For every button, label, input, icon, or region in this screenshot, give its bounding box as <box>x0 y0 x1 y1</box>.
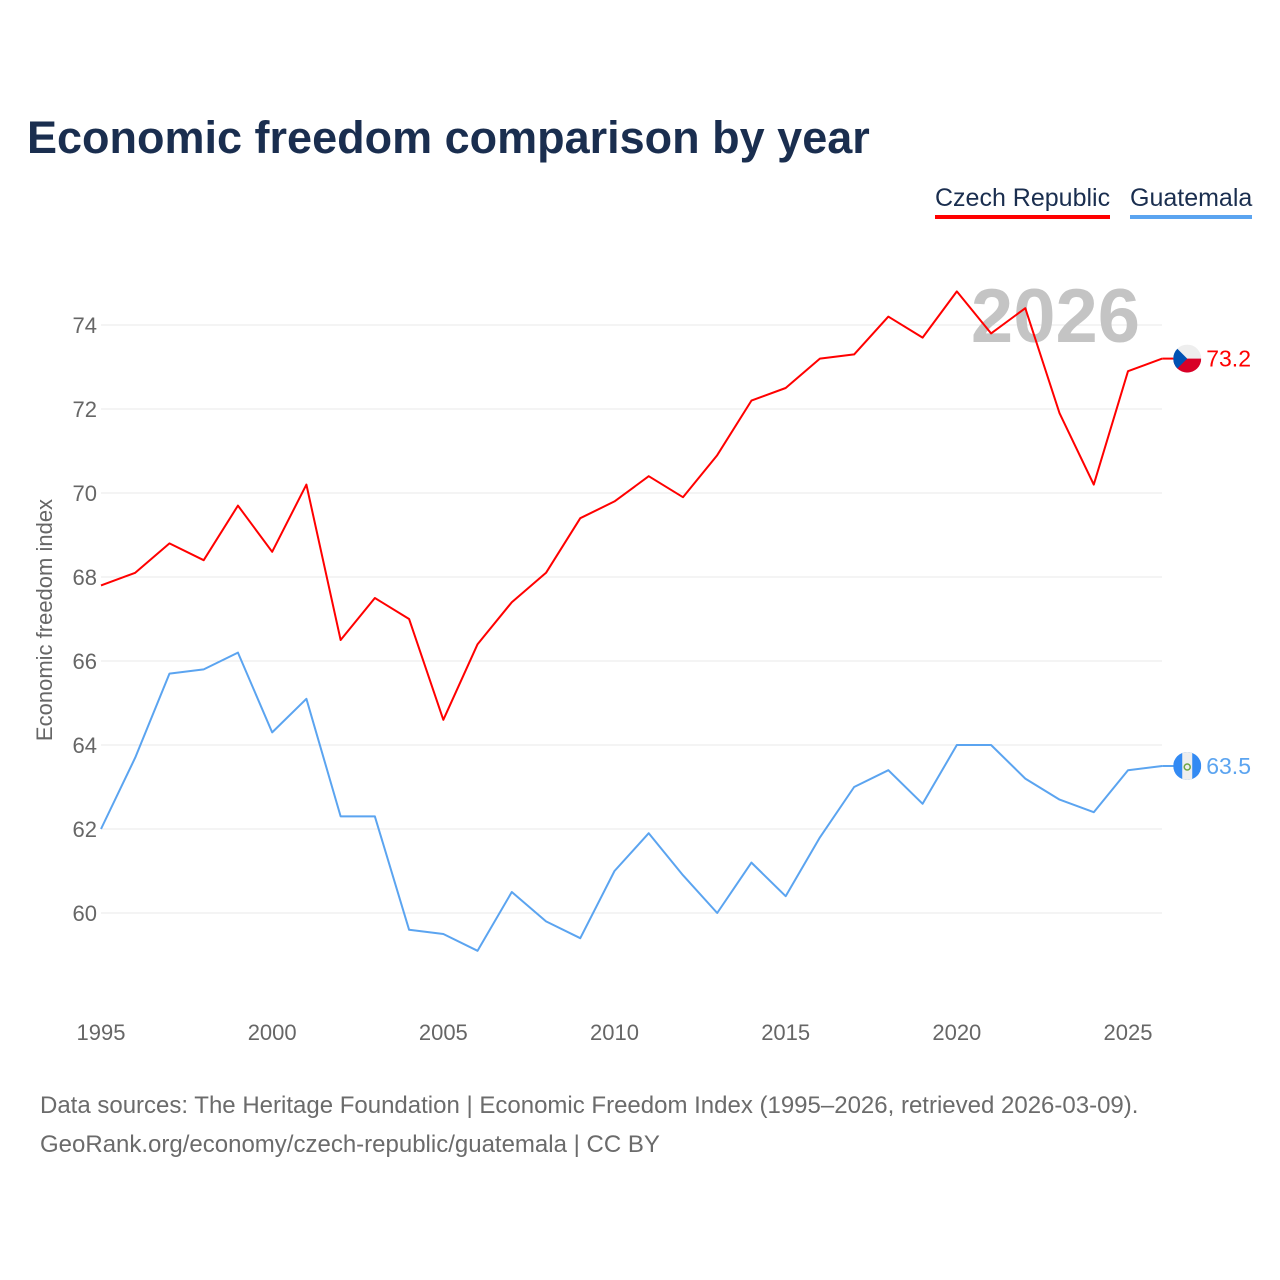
x-tick-label: 1995 <box>77 1020 126 1045</box>
x-tick-label: 2005 <box>419 1020 468 1045</box>
x-tick-label: 2020 <box>932 1020 981 1045</box>
footer-link[interactable]: GeoRank.org/economy/czech-republic/guate… <box>40 1131 660 1158</box>
series-line-guatemala <box>100 651 1163 952</box>
y-tick-label: 68 <box>73 565 97 590</box>
legend-czech-republic[interactable]: Czech Republic <box>935 184 1111 219</box>
y-tick-label: 62 <box>73 817 97 842</box>
y-tick-label: 74 <box>73 313 97 338</box>
y-tick-label: 64 <box>73 733 97 758</box>
series-line-czech-republic <box>100 290 1163 721</box>
flag-white <box>1182 752 1193 780</box>
y-axis-label: Economic freedom index <box>32 499 57 741</box>
legend-guatemala[interactable]: Guatemala <box>1130 184 1253 219</box>
footer: Data sources: The Heritage Foundation | … <box>40 1086 1138 1164</box>
y-tick-label: 60 <box>73 901 97 926</box>
x-tick-label: 2000 <box>248 1020 297 1045</box>
end-value-label: 73.2 <box>1206 346 1251 372</box>
x-tick-label: 2010 <box>590 1020 639 1045</box>
flag-triangle <box>1173 344 1188 373</box>
y-tick-label: 70 <box>73 481 97 506</box>
year-watermark: 2026 <box>971 274 1140 359</box>
flag-emblem <box>1183 763 1191 771</box>
czech-flag-icon <box>1173 344 1202 373</box>
end-value-label: 63.5 <box>1206 753 1251 779</box>
chart-title: Economic freedom comparison by year <box>27 112 870 163</box>
footer-sources: Data sources: The Heritage Foundation | … <box>40 1092 1139 1119</box>
x-tick-label: 2025 <box>1104 1020 1153 1045</box>
y-tick-label: 66 <box>73 649 97 674</box>
x-tick-label: 2015 <box>761 1020 810 1045</box>
y-tick-label: 72 <box>73 397 97 422</box>
guatemala-flag-icon <box>1173 752 1202 780</box>
